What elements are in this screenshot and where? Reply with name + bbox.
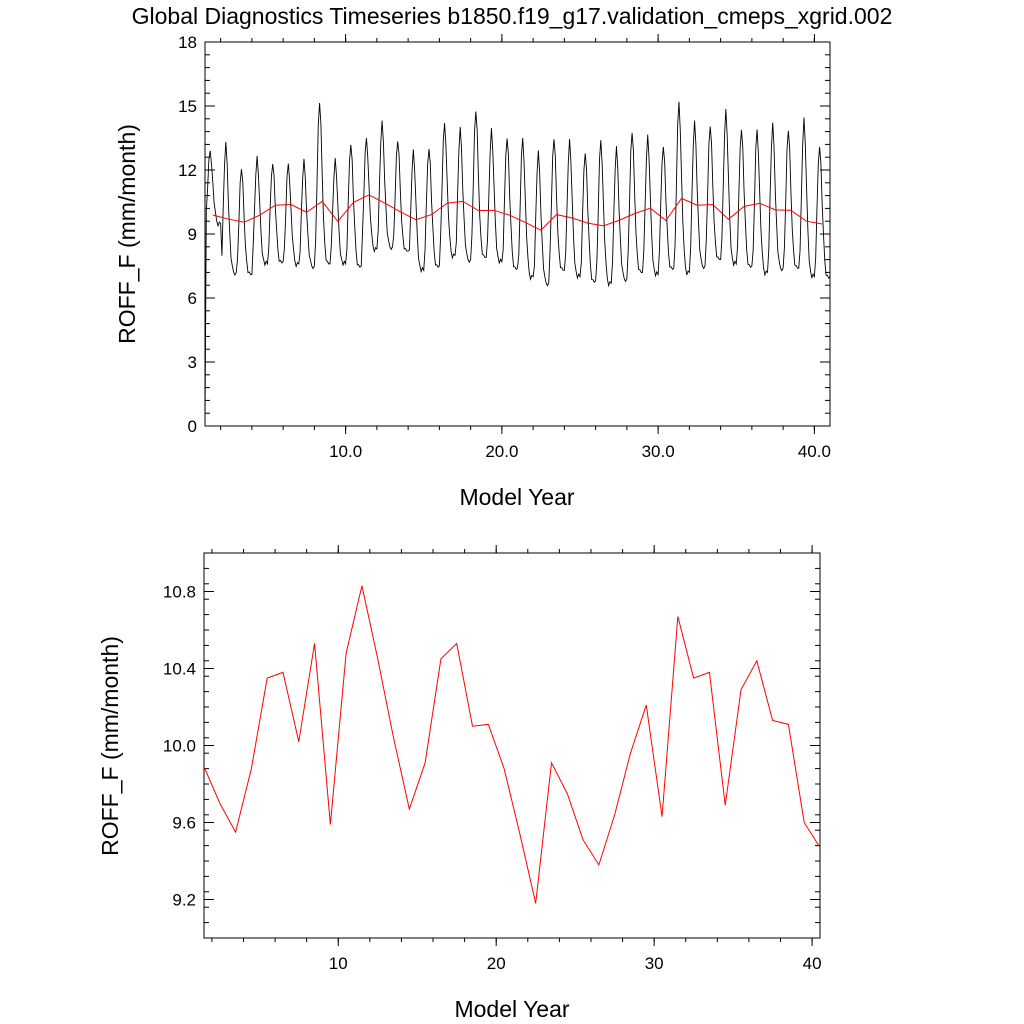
y-tick-label: 18 bbox=[178, 33, 197, 52]
annual-mean-series-line bbox=[212, 194, 823, 231]
figure-title: Global Diagnostics Timeseries b1850.f19_… bbox=[132, 3, 893, 29]
x-tick-label: 30.0 bbox=[642, 442, 675, 461]
y-tick-label: 15 bbox=[178, 97, 197, 116]
series-group bbox=[203, 585, 821, 904]
y-tick-label: 10.0 bbox=[163, 737, 196, 756]
y-tick-label: 10.4 bbox=[163, 660, 196, 679]
series-group bbox=[204, 101, 831, 427]
y-tick-label: 12 bbox=[178, 161, 197, 180]
axis-ticks: 9.2 9.6 10.0 10.4 10.8 10 20 30 40 bbox=[163, 545, 822, 973]
annual-mean-panel: 9.2 9.6 10.0 10.4 10.8 10 20 30 40 Model Year RO… bbox=[97, 545, 822, 1022]
monthly-series-line bbox=[204, 101, 831, 427]
y-axis-label: ROFF_F (mm/month) bbox=[114, 124, 140, 344]
x-tick-label: 40.0 bbox=[798, 442, 831, 461]
timeseries-panel: 0 3 6 9 12 15 18 10.0 20.0 30.0 40.0 Model Year RO… bbox=[114, 33, 831, 510]
x-tick-label: 30 bbox=[645, 954, 664, 973]
y-tick-label: 10.8 bbox=[163, 583, 196, 602]
plot-frame bbox=[204, 41, 831, 427]
x-axis-label: Model Year bbox=[459, 484, 574, 510]
plot-frame bbox=[203, 552, 821, 939]
y-axis-label: ROFF_F (mm/month) bbox=[97, 636, 123, 856]
y-tick-label: 9.2 bbox=[172, 891, 196, 910]
x-tick-label: 20 bbox=[487, 954, 506, 973]
y-tick-label: 9 bbox=[188, 225, 197, 244]
annual-mean-series-line bbox=[203, 585, 821, 904]
y-tick-label: 9.6 bbox=[172, 814, 196, 833]
x-tick-label: 40 bbox=[803, 954, 822, 973]
y-tick-label: 3 bbox=[188, 353, 197, 372]
y-tick-label: 0 bbox=[188, 417, 197, 436]
axis-ticks: 0 3 6 9 12 15 18 10.0 20.0 30.0 40.0 bbox=[178, 33, 831, 461]
y-tick-label: 6 bbox=[188, 289, 197, 308]
x-tick-label: 10 bbox=[329, 954, 348, 973]
x-axis-label: Model Year bbox=[454, 996, 569, 1022]
x-tick-label: 20.0 bbox=[485, 442, 518, 461]
x-tick-label: 10.0 bbox=[329, 442, 362, 461]
